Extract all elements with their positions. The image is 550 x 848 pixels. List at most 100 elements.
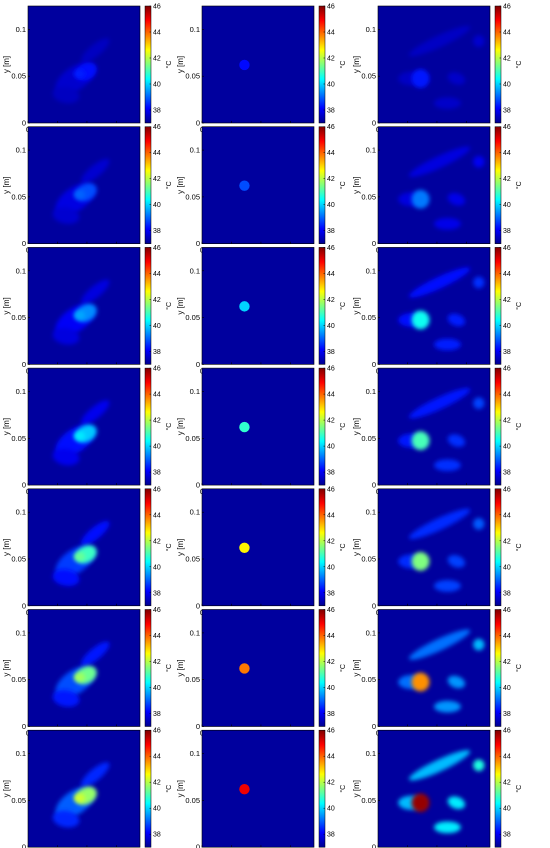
colorbar-tick-label: 42 xyxy=(327,659,335,666)
colorbar-unit-label: °C xyxy=(515,664,523,672)
panel-r5-c3: 00.050.10.1500.050.1x [m]y [m]3840424446… xyxy=(352,486,523,627)
colorbar xyxy=(144,5,152,124)
colorbar-unit-label: °C xyxy=(165,181,173,189)
colorbar-tick-label: 42 xyxy=(503,56,511,63)
colorbar-tick-label: 38 xyxy=(153,228,161,235)
colorbar-tick-label: 44 xyxy=(327,754,335,761)
colorbar-tick-label: 38 xyxy=(327,228,335,235)
colorbar xyxy=(318,609,326,727)
heatmap-field xyxy=(202,730,314,848)
y-tick-label: 0.1 xyxy=(190,387,200,396)
y-axis-label: y [m] xyxy=(176,539,185,556)
colorbar-tick-label: 38 xyxy=(327,711,335,718)
hot-spot xyxy=(239,59,250,71)
y-tick-label: 0.1 xyxy=(190,628,200,637)
colorbar-tick-label: 40 xyxy=(153,82,161,89)
colorbar-unit-label: °C xyxy=(339,61,347,69)
y-axis-label: y [m] xyxy=(176,297,185,314)
colorbar-tick-label: 44 xyxy=(153,754,161,761)
axes-frame xyxy=(377,247,491,365)
y-axis-label: y [m] xyxy=(352,539,361,556)
y-tick-label: 0 xyxy=(372,119,376,128)
heatmap-field xyxy=(202,488,314,606)
axes-frame xyxy=(27,126,141,244)
colorbar-unit-label: °C xyxy=(339,543,347,551)
y-tick-label: 0.1 xyxy=(366,387,376,396)
colorbar-tick-label: 40 xyxy=(503,564,511,571)
y-tick-label: 0 xyxy=(372,239,376,248)
colorbar-tick-label: 42 xyxy=(503,780,511,787)
y-tick-label: 0.1 xyxy=(16,25,26,34)
colorbar-unit-label: °C xyxy=(339,785,347,793)
y-axis-label: y [m] xyxy=(176,780,185,797)
panel-r5-c1: 00.050.10.1500.050.1x [m]y [m]3840424446… xyxy=(2,486,173,627)
y-tick-label: 0 xyxy=(372,481,376,490)
colorbar-unit-label: °C xyxy=(515,181,523,189)
panel-r6-c1: 00.050.10.1500.050.1x [m]y [m]3840424446… xyxy=(2,607,173,748)
y-tick-label: 0.1 xyxy=(16,628,26,637)
colorbar-tick-label: 46 xyxy=(327,124,335,131)
axes-frame xyxy=(27,609,141,727)
y-tick-label: 0 xyxy=(22,239,26,248)
heatmap-field xyxy=(378,368,490,486)
hot-spot xyxy=(239,421,250,433)
heatmap-field xyxy=(378,126,490,244)
y-axis-label: y [m] xyxy=(352,56,361,73)
panel-r7-c2: 00.050.10.1500.050.1x [m]y [m]3840424446… xyxy=(176,728,347,848)
colorbar xyxy=(494,5,502,124)
colorbar xyxy=(144,609,152,727)
colorbar-tick-label: 46 xyxy=(327,366,335,373)
colorbar-tick-label: 42 xyxy=(327,176,335,183)
y-tick-label: 0.05 xyxy=(361,675,376,684)
axes-frame xyxy=(27,729,141,848)
colorbar-unit-label: °C xyxy=(165,302,173,310)
heatmap-field xyxy=(28,126,140,244)
colorbar-tick-label: 44 xyxy=(327,512,335,519)
colorbar-tick-label: 46 xyxy=(327,607,335,614)
colorbar-tick-label: 46 xyxy=(153,728,161,735)
colorbar-tick-label: 38 xyxy=(503,590,511,597)
heatmap-field xyxy=(378,609,490,727)
y-tick-label: 0.1 xyxy=(366,628,376,637)
colorbar xyxy=(144,247,152,365)
y-axis-label: y [m] xyxy=(2,297,11,314)
y-axis-label: y [m] xyxy=(352,177,361,194)
colorbar-tick-label: 40 xyxy=(327,806,335,813)
y-tick-label: 0.1 xyxy=(190,266,200,275)
colorbar xyxy=(494,729,502,848)
panel-r3-c2: 00.050.10.1500.050.1x [m]y [m]3840424446… xyxy=(176,245,347,386)
colorbar-tick-label: 42 xyxy=(327,56,335,63)
y-axis-label: y [m] xyxy=(352,297,361,314)
y-tick-label: 0.1 xyxy=(366,266,376,275)
y-tick-label: 0 xyxy=(22,601,26,610)
y-tick-label: 0 xyxy=(22,481,26,490)
y-tick-label: 0.05 xyxy=(361,555,376,564)
panel-r2-c2: 00.050.10.1500.050.1x [m]y [m]3840424446… xyxy=(176,124,347,265)
colorbar-tick-label: 42 xyxy=(503,418,511,425)
colorbar-unit-label: °C xyxy=(515,785,523,793)
y-tick-label: 0.1 xyxy=(366,508,376,517)
y-tick-label: 0.05 xyxy=(185,555,200,564)
colorbar-unit-label: °C xyxy=(339,181,347,189)
colorbar-tick-label: 46 xyxy=(503,486,511,493)
y-tick-label: 0 xyxy=(372,722,376,731)
y-tick-label: 0 xyxy=(196,119,200,128)
colorbar-tick-label: 46 xyxy=(327,486,335,493)
panel-r7-c1: 00.050.10.1500.050.1x [m]y [m]3840424446… xyxy=(2,728,173,848)
y-tick-label: 0.05 xyxy=(11,313,26,322)
y-axis-label: y [m] xyxy=(352,780,361,797)
colorbar-tick-label: 40 xyxy=(503,685,511,692)
hot-spot xyxy=(239,180,250,191)
axes-frame xyxy=(27,247,141,365)
colorbar-tick-label: 44 xyxy=(503,150,511,157)
colorbar-unit-label: °C xyxy=(165,664,173,672)
colorbar xyxy=(318,126,326,244)
colorbar-tick-label: 46 xyxy=(327,4,335,11)
axes-frame xyxy=(201,609,315,727)
axes-frame xyxy=(201,126,315,244)
colorbar-tick-label: 38 xyxy=(327,349,335,356)
colorbar-tick-label: 38 xyxy=(153,108,161,115)
y-tick-label: 0 xyxy=(196,601,200,610)
colorbar-tick-label: 42 xyxy=(327,538,335,545)
colorbar-tick-label: 40 xyxy=(153,323,161,330)
